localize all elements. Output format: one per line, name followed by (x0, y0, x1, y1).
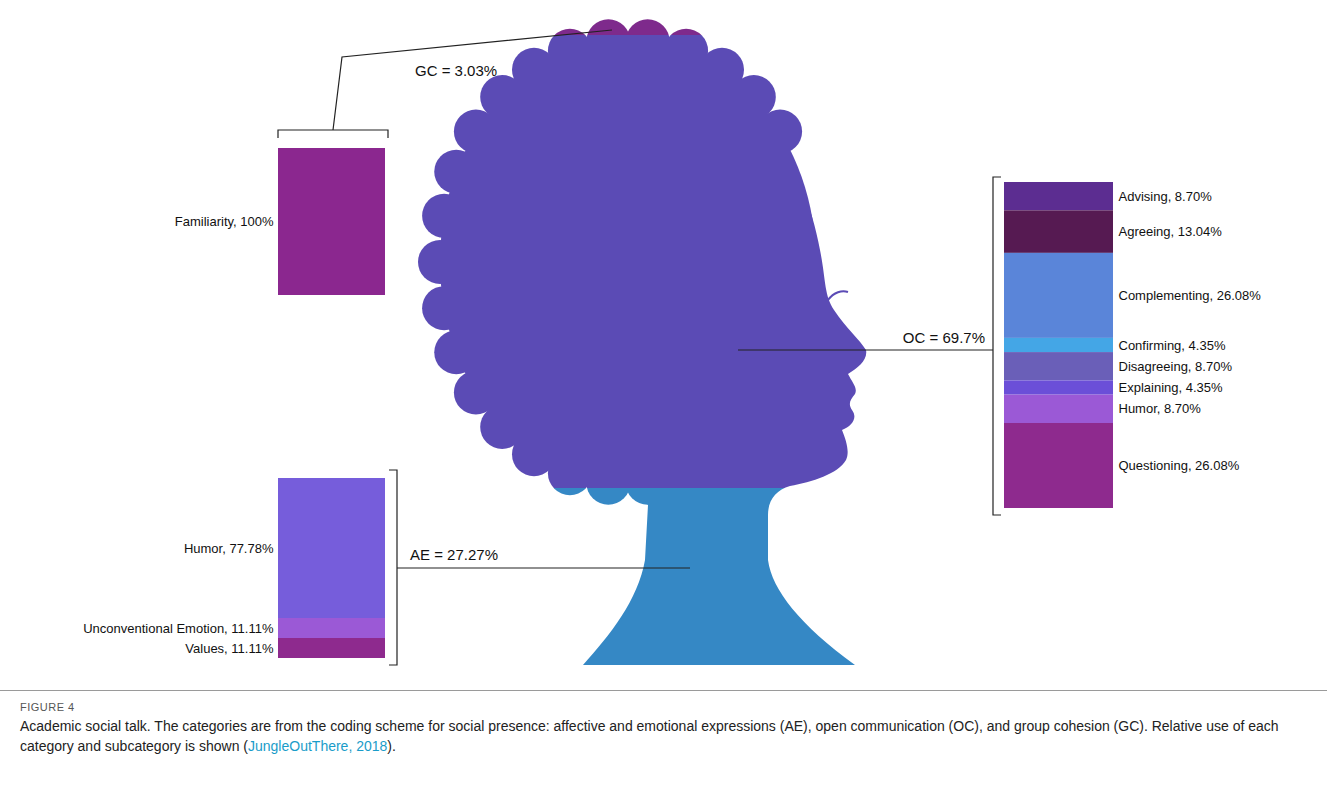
svg-text:Humor, 8.70%: Humor, 8.70% (1119, 401, 1202, 416)
html-text:FIGURE 4: FIGURE 4 (20, 701, 75, 713)
svg-text:GC = 3.03%: GC = 3.03% (415, 62, 497, 79)
svg-text:Disagreeing, 8.70%: Disagreeing, 8.70% (1119, 359, 1233, 374)
svg-text:Advising, 8.70%: Advising, 8.70% (1119, 189, 1213, 204)
html-text:Academic social talk. The cate: Academic social talk. The categories are… (20, 718, 1279, 754)
svg-text:Familiarity, 100%: Familiarity, 100% (175, 214, 274, 229)
svg-text:Agreeing, 13.04%: Agreeing, 13.04% (1119, 224, 1223, 239)
svg-text:Explaining, 4.35%: Explaining, 4.35% (1119, 380, 1224, 395)
svg-text:Unconventional Emotion, 11.11%: Unconventional Emotion, 11.11% (83, 621, 274, 636)
svg-text:AE = 27.27%: AE = 27.27% (410, 546, 498, 563)
svg-text:Humor, 77.78%: Humor, 77.78% (184, 541, 274, 556)
svg-text:Values, 11.11%: Values, 11.11% (185, 641, 274, 656)
svg-text:Questioning, 26.08%: Questioning, 26.08% (1119, 458, 1240, 473)
svg-text:Confirming, 4.35%: Confirming, 4.35% (1119, 338, 1226, 353)
svg-text:OC = 69.7%: OC = 69.7% (903, 329, 985, 346)
svg-text:Complementing, 26.08%: Complementing, 26.08% (1119, 288, 1262, 303)
